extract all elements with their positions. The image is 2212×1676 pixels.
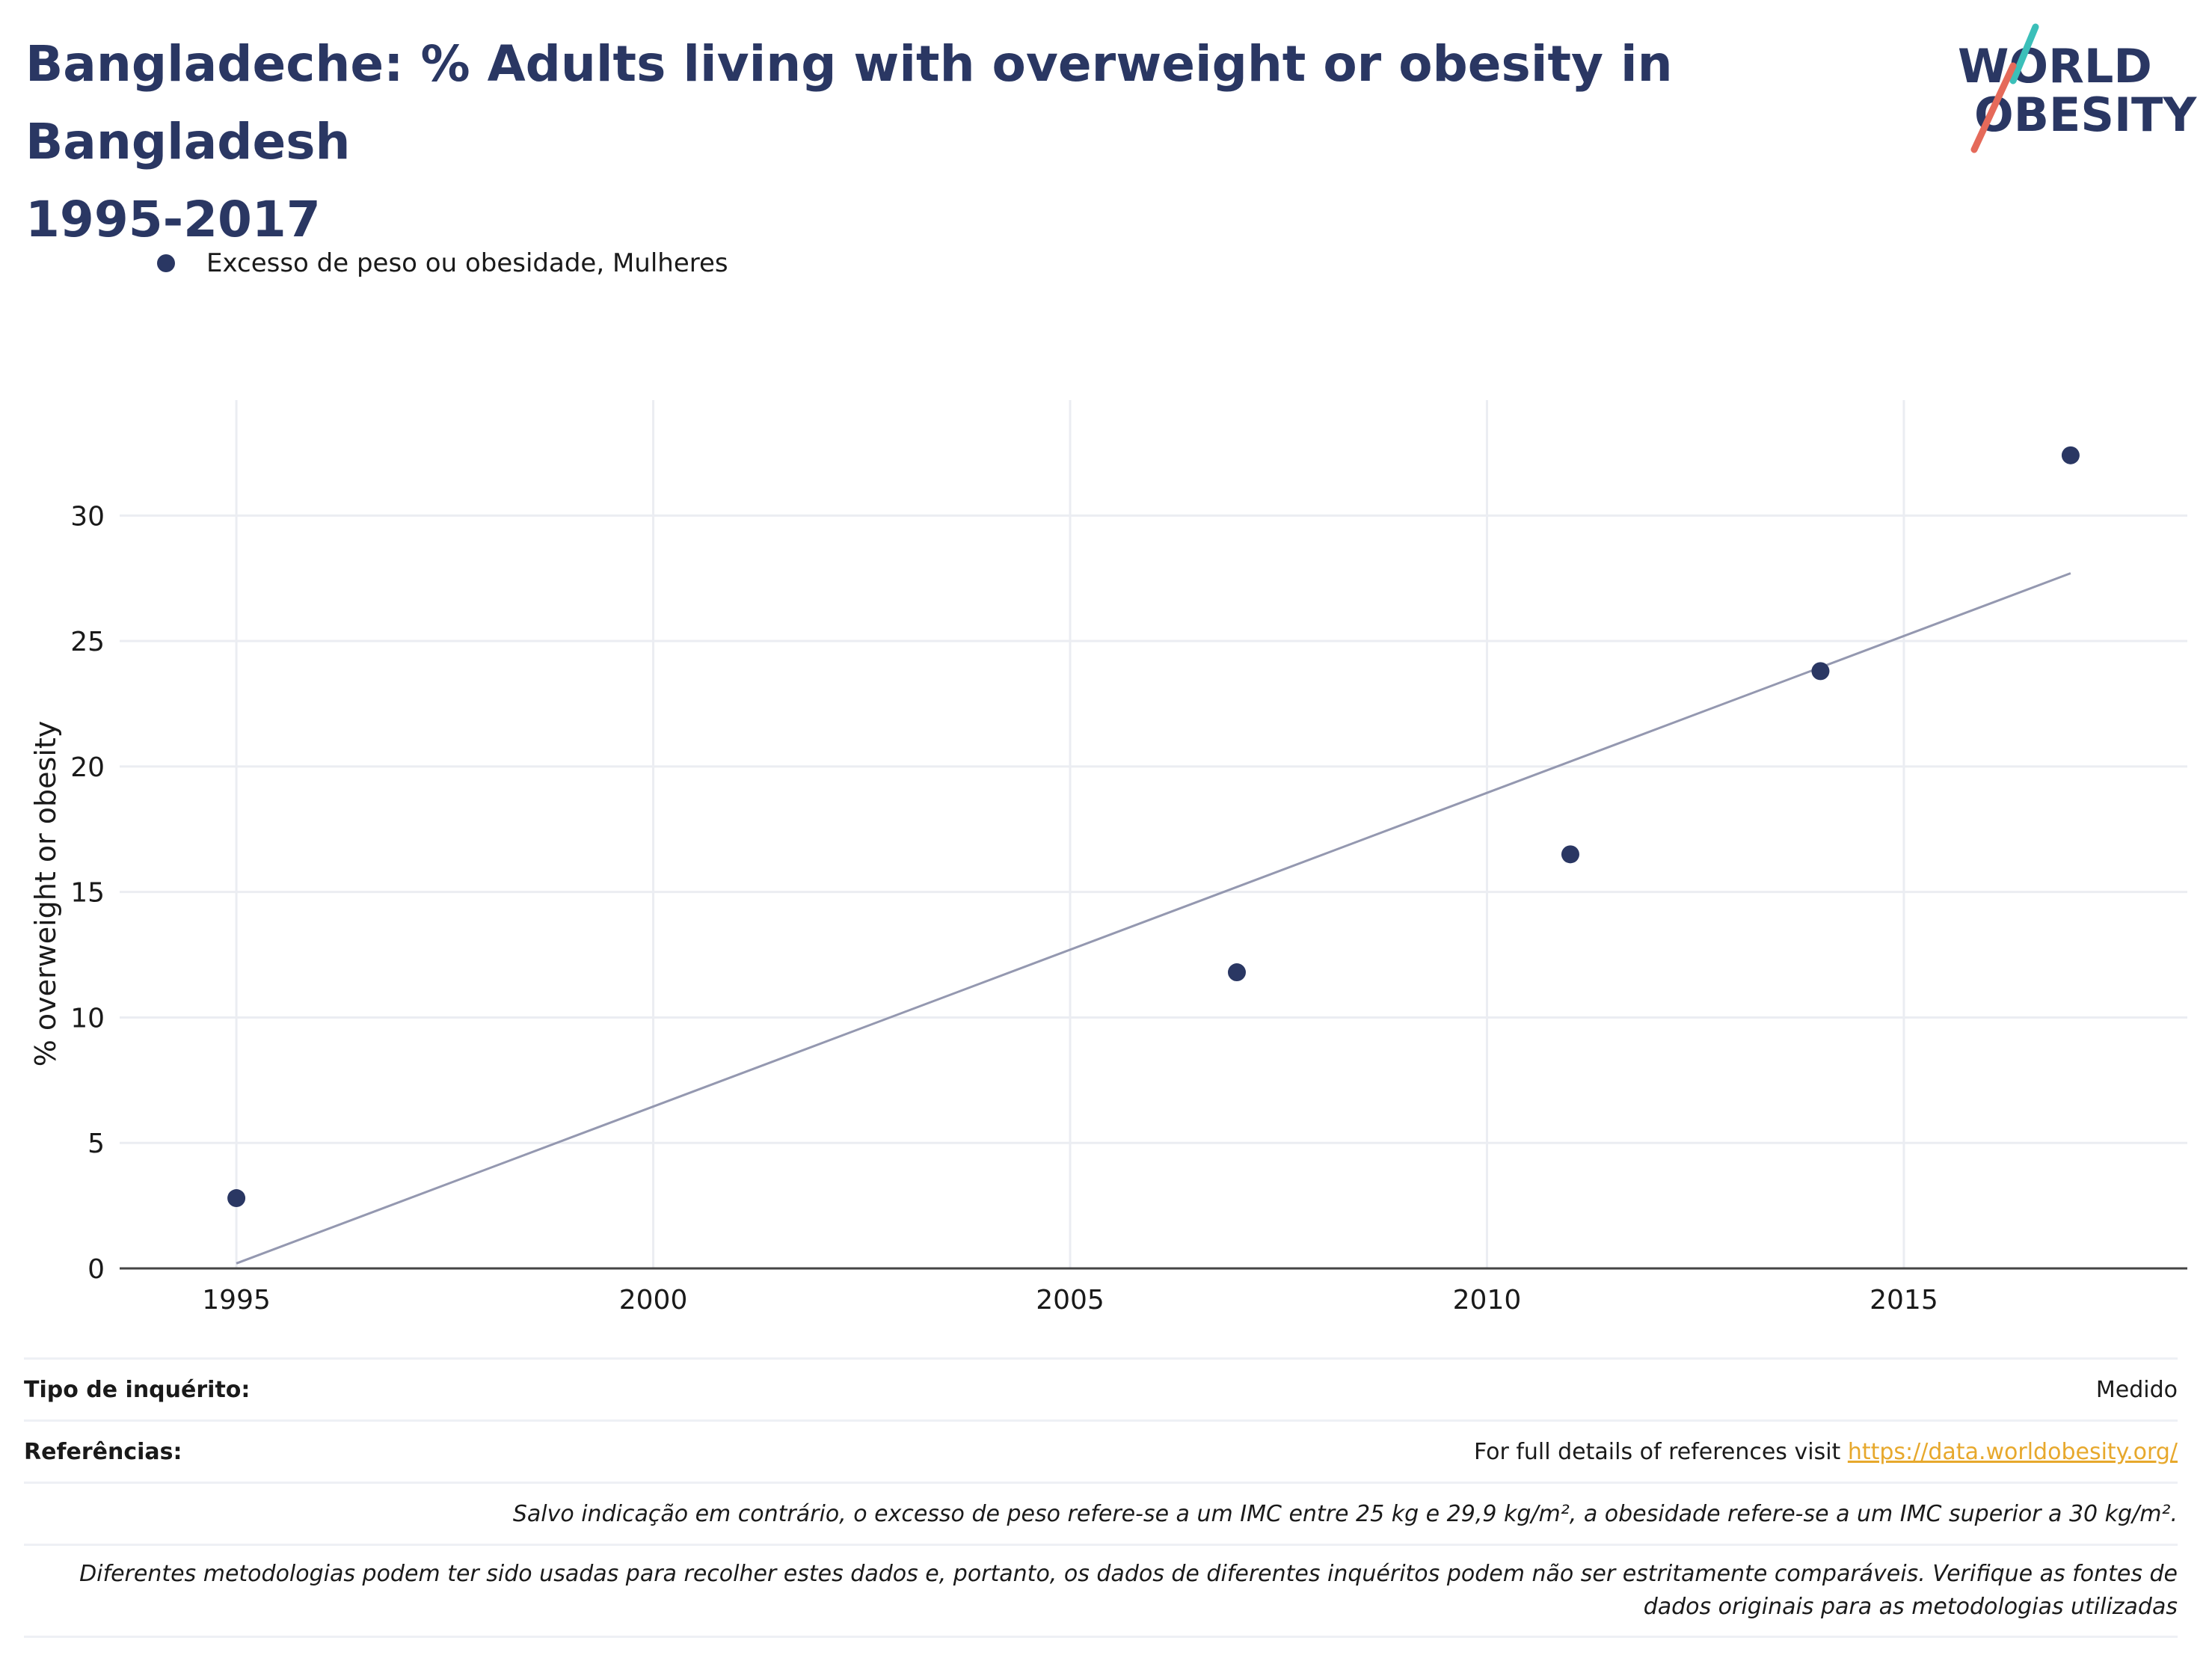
references-label: Referências: (24, 1438, 182, 1465)
title-line-1: Bangladeche: % Adults living with overwe… (25, 35, 1673, 171)
data-point (1227, 963, 1246, 982)
survey-type-label: Tipo de inquérito: (24, 1376, 251, 1403)
references-text: For full details of references visit (1473, 1438, 1848, 1465)
legend-label: Excesso de peso ou obesidade, Mulheres (206, 248, 728, 278)
survey-type-value: Medido (2095, 1376, 2178, 1403)
y-axis-title: % overweight or obesity (29, 721, 62, 1067)
data-point (2061, 446, 2080, 464)
methodology-note-row: Diferentes metodologias podem ter sido u… (24, 1544, 2178, 1638)
data-point (1811, 662, 1830, 681)
y-tick-label: 15 (70, 878, 105, 909)
data-point (227, 1189, 246, 1208)
title-line-2: 1995-2017 (25, 191, 321, 248)
references-link[interactable]: https://data.worldobesity.org/ (1847, 1438, 2178, 1465)
x-tick-label: 2010 (1453, 1285, 1522, 1316)
chart-title: Bangladeche: % Adults living with overwe… (25, 25, 1940, 259)
x-tick-label: 2005 (1036, 1285, 1105, 1316)
legend: Excesso de peso ou obesidade, Mulheres (157, 247, 728, 280)
x-tick-label: 2015 (1870, 1285, 1938, 1316)
y-tick-label: 10 (70, 1003, 105, 1034)
y-tick-label: 0 (87, 1254, 105, 1285)
chart-notes: Tipo de inquérito: Medido Referências: F… (24, 1357, 2178, 1638)
logo-teal-slash (2009, 23, 2039, 85)
world-obesity-logo: WORLD OBESITY (1958, 23, 2197, 153)
y-tick-label: 5 (87, 1129, 105, 1159)
x-tick-label: 1995 (202, 1285, 271, 1316)
scatter-chart: 1995 2000 2005 2010 2015 0 5 10 15 20 25 30 % over… (29, 400, 2187, 1316)
legend-marker (157, 254, 175, 272)
bmi-note-row: Salvo indicação em contrário, o excesso … (24, 1482, 2178, 1544)
trend-line (236, 572, 2071, 1265)
logo-word-2: OBESITY (1974, 88, 2197, 142)
references-value: For full details of references visit htt… (1474, 1439, 2178, 1465)
survey-type-row: Tipo de inquérito: Medido (24, 1357, 2178, 1419)
data-point (1561, 845, 1579, 864)
logo-red-slash (1970, 62, 2017, 153)
bmi-note: Salvo indicação em contrário, o excesso … (512, 1500, 2178, 1527)
x-tick-label: 2000 (619, 1285, 688, 1316)
y-tick-label: 20 (70, 752, 105, 783)
methodology-note: Diferentes metodologias podem ter sido u… (79, 1561, 2178, 1620)
references-row: Referências: For full details of referen… (24, 1419, 2178, 1482)
y-tick-label: 25 (70, 627, 105, 657)
y-tick-label: 30 (70, 501, 105, 532)
logo-word-1: WORLD (1958, 39, 2152, 93)
